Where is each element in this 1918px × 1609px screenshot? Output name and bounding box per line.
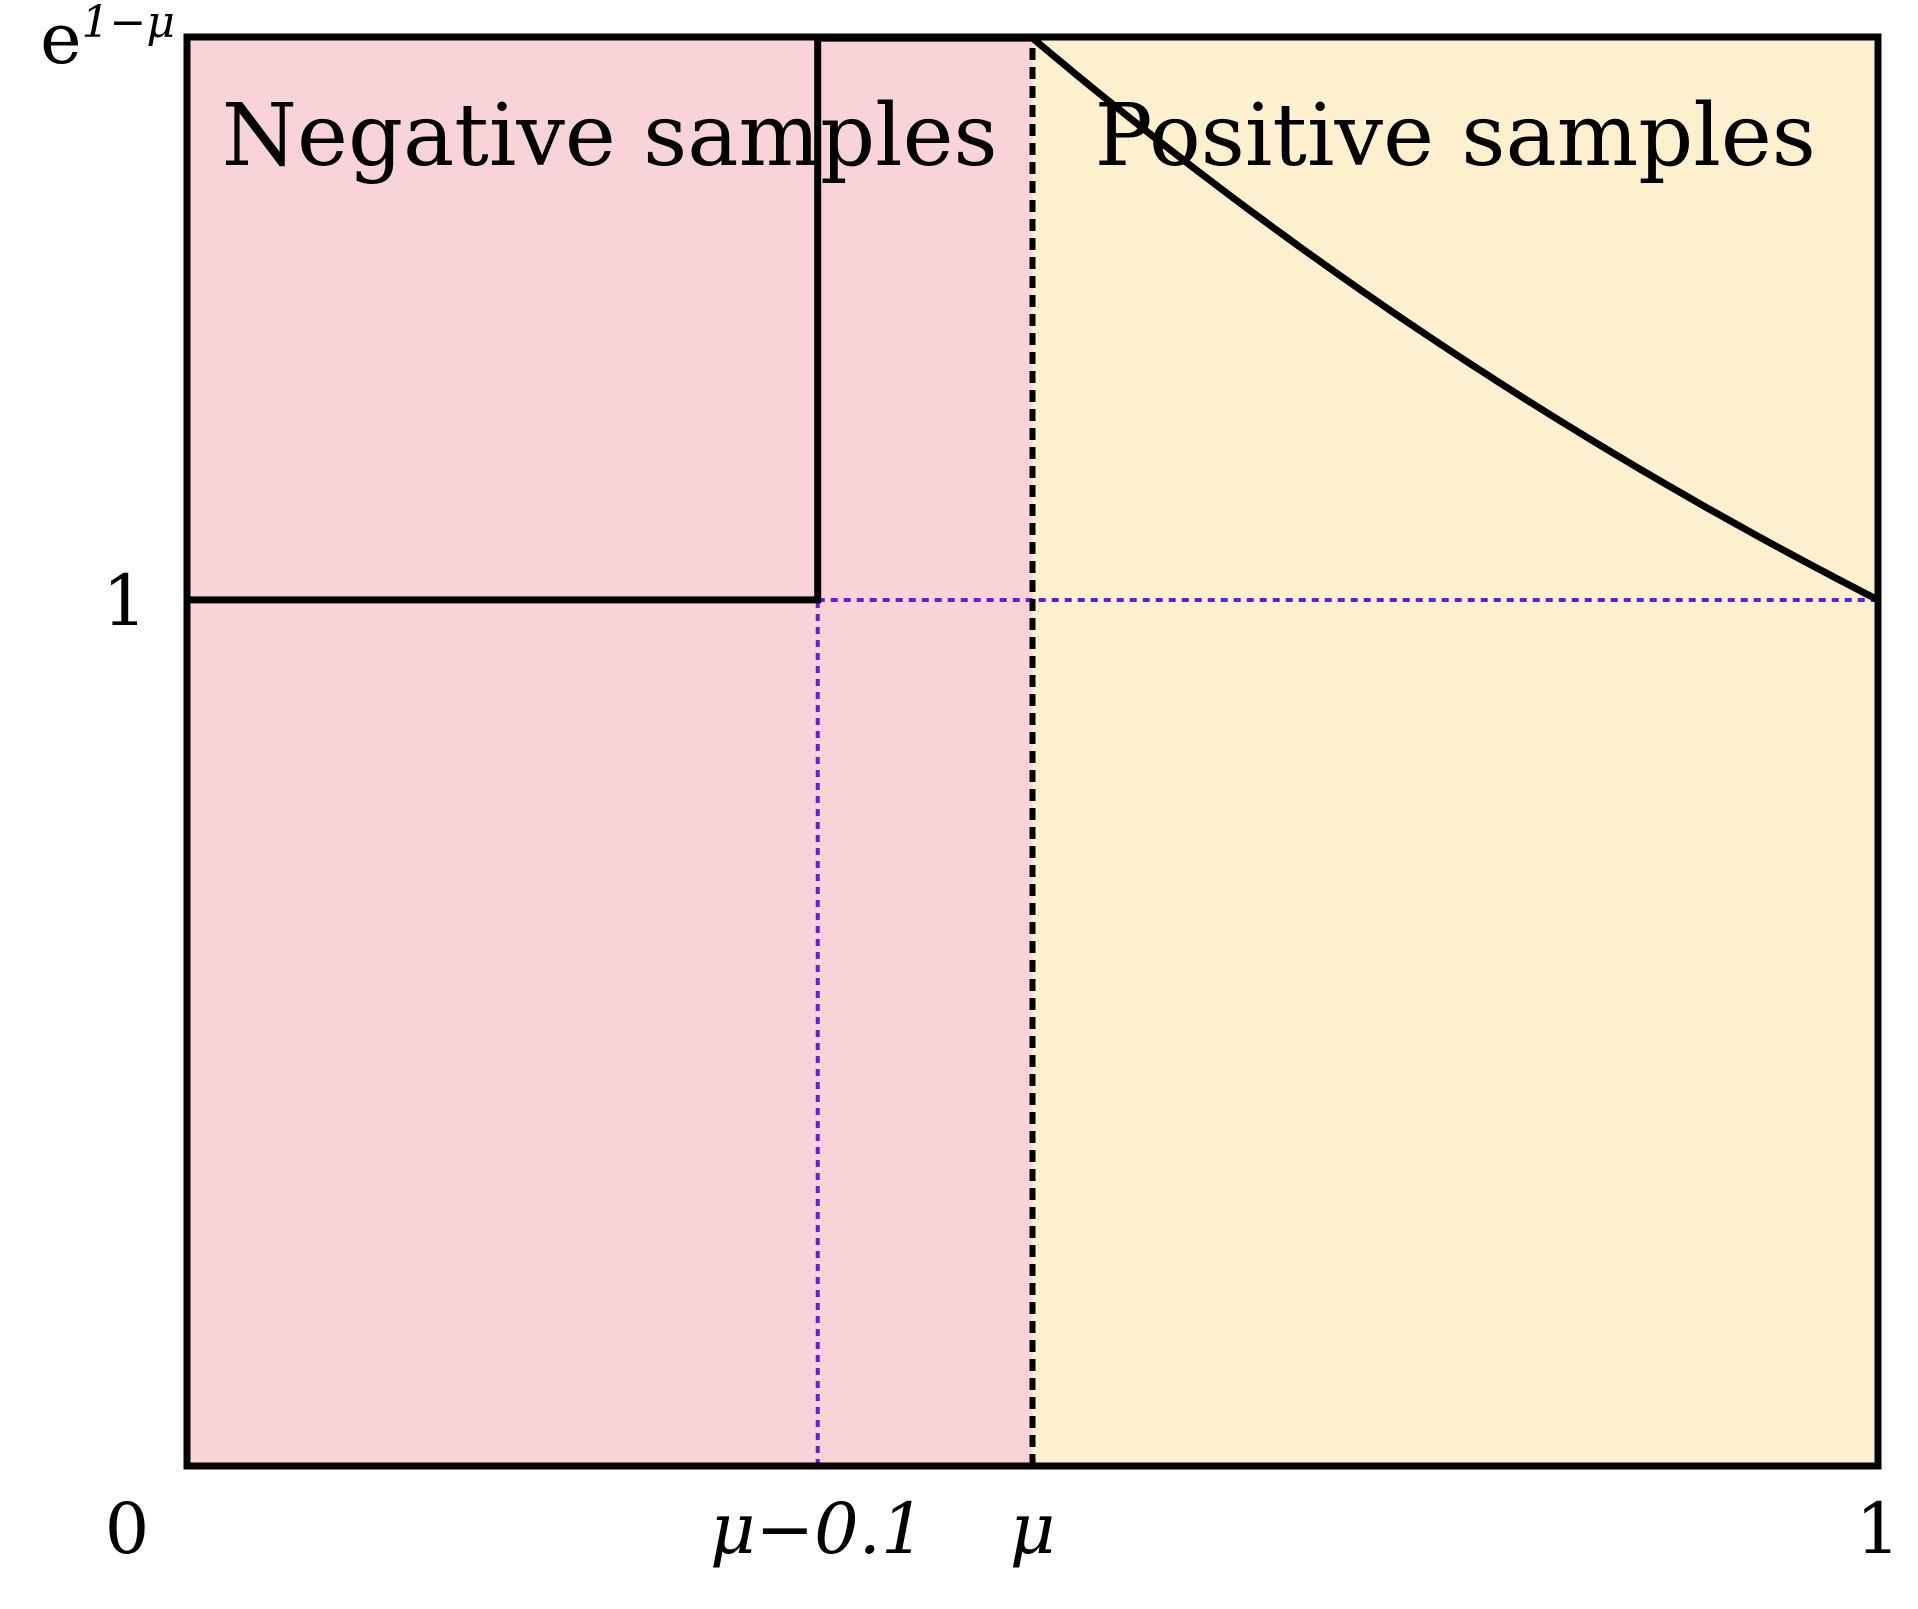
y-tick-layer: 1 e1−μ [40,0,175,642]
x-tick-label-3: 1 [1856,1488,1901,1570]
plot-frame [183,33,1882,1470]
series-0-segment-curve [1030,35,1880,604]
region-label-layer: Negative samples Positive samples [222,86,1816,186]
region-label-positive: Positive samples [1095,86,1816,186]
region-label-negative: Negative samples [222,86,998,186]
y-tick-label-1: e1−μ [40,0,175,80]
x-tick-label-0: 0 [105,1488,150,1570]
x-tick-layer: 0 μ−0.1 μ 1 [105,1488,1901,1570]
x-tick-label-2: μ [1010,1488,1056,1570]
x-tick-label-1: μ−0.1 [710,1488,925,1570]
y-tick-label-0: 1 [102,560,147,642]
region-negative [187,37,1033,1466]
y-tick-superscript: 1−μ [82,0,175,48]
region-positive [1032,37,1878,1466]
y-tick-base: e [40,0,81,80]
region-layer [187,37,1878,1466]
